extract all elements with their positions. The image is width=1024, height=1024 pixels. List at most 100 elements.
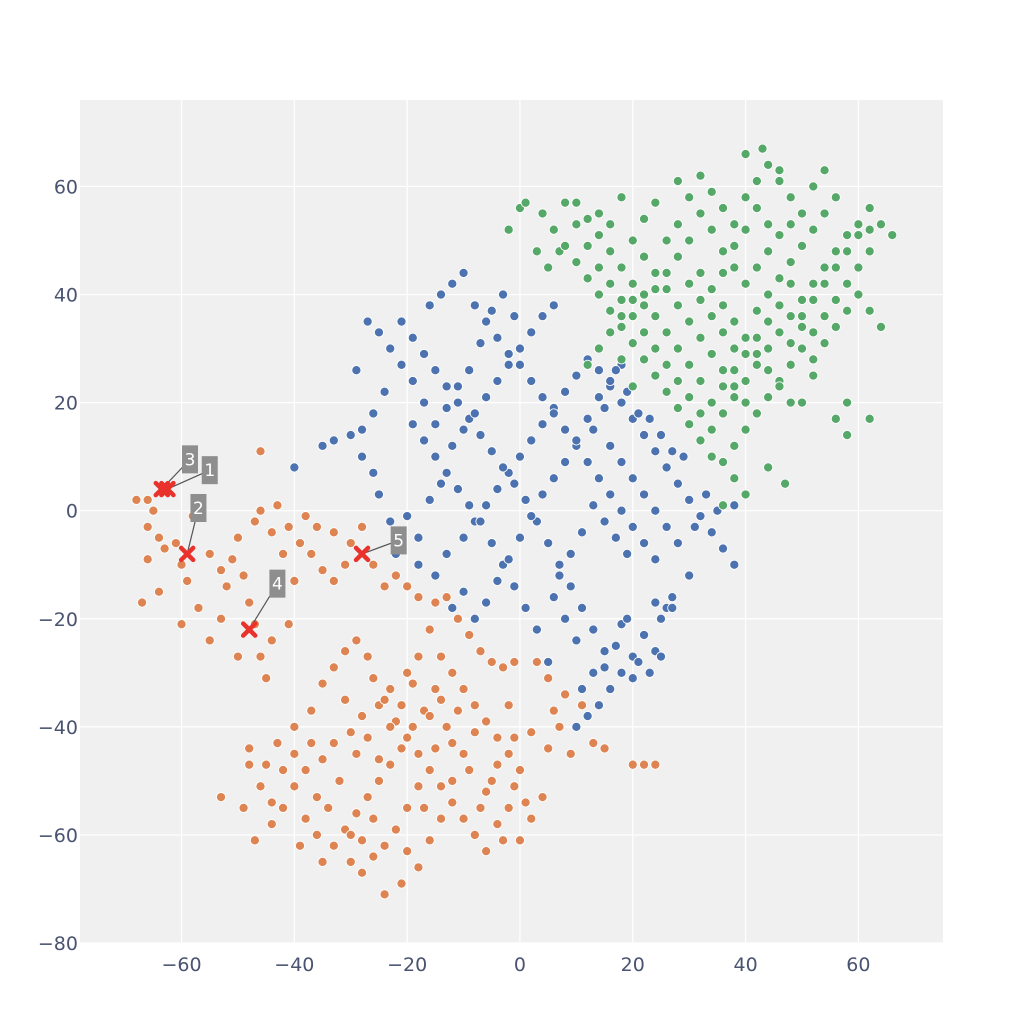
scatter-point-cluster-3 — [830, 192, 841, 203]
scatter-point-cluster-2 — [560, 613, 571, 624]
scatter-point-cluster-1 — [131, 494, 142, 505]
scatter-point-cluster-2 — [317, 440, 328, 451]
scatter-point-cluster-1 — [413, 748, 424, 759]
scatter-point-cluster-3 — [785, 397, 796, 408]
scatter-point-cluster-2 — [430, 419, 441, 430]
scatter-point-cluster-1 — [402, 732, 413, 743]
scatter-point-cluster-1 — [435, 694, 447, 705]
x-axis-ticks: −60 −40 −20 0 20 40 60 — [161, 954, 870, 976]
scatter-point-cluster-2 — [407, 419, 418, 430]
scatter-point-cluster-3 — [571, 257, 582, 268]
scatter-point-cluster-3 — [605, 305, 616, 316]
scatter-point-cluster-3 — [808, 181, 819, 192]
scatter-point-cluster-2 — [509, 478, 520, 489]
scatter-point-cluster-2 — [469, 408, 480, 419]
scatter-point-cluster-3 — [661, 235, 672, 246]
scatter-point-cluster-3 — [639, 213, 650, 224]
x-tick-label: 20 — [621, 954, 645, 976]
callout-label: 1 — [204, 461, 215, 481]
scatter-point-cluster-2 — [396, 316, 407, 327]
scatter-point-cluster-1 — [317, 754, 328, 765]
scatter-point-cluster-3 — [808, 294, 819, 305]
scatter-point-cluster-2 — [554, 570, 565, 581]
scatter-point-cluster-3 — [717, 457, 729, 468]
scatter-point-cluster-1 — [430, 743, 441, 754]
scatter-point-cluster-1 — [509, 732, 520, 743]
scatter-point-cluster-1 — [486, 775, 497, 786]
scatter-point-cluster-3 — [864, 305, 875, 316]
scatter-point-cluster-3 — [785, 311, 796, 322]
scatter-point-cluster-3 — [774, 230, 785, 241]
scatter-point-cluster-3 — [661, 284, 672, 295]
scatter-point-cluster-3 — [796, 311, 808, 322]
scatter-point-cluster-2 — [588, 667, 599, 678]
scatter-point-cluster-2 — [464, 500, 475, 511]
scatter-point-cluster-1 — [300, 813, 311, 824]
scatter-point-cluster-1 — [447, 797, 458, 808]
scatter-point-cluster-2 — [356, 424, 368, 435]
scatter-point-cluster-1 — [261, 673, 272, 684]
scatter-point-cluster-1 — [238, 570, 249, 581]
callout-label: 4 — [272, 575, 283, 595]
scatter-point-cluster-3 — [853, 230, 864, 241]
scatter-point-cluster-3 — [672, 343, 683, 354]
callout-label: 3 — [185, 450, 196, 470]
scatter-point-cluster-3 — [774, 176, 785, 187]
scatter-point-cluster-3 — [757, 143, 768, 154]
scatter-point-cluster-3 — [650, 343, 661, 354]
scatter-point-cluster-3 — [616, 311, 627, 322]
scatter-point-cluster-3 — [785, 278, 796, 289]
scatter-point-cluster-3 — [853, 262, 864, 273]
scatter-point-cluster-3 — [763, 462, 774, 473]
scatter-point-cluster-2 — [560, 457, 571, 468]
scatter-point-cluster-3 — [830, 262, 841, 273]
scatter-point-cluster-2 — [548, 592, 559, 603]
scatter-point-cluster-1 — [447, 667, 458, 678]
scatter-point-cluster-2 — [599, 662, 610, 673]
scatter-point-cluster-3 — [706, 284, 717, 295]
scatter-point-cluster-2 — [605, 489, 616, 500]
scatter-point-cluster-2 — [486, 305, 497, 316]
scatter-point-cluster-1 — [345, 538, 356, 549]
scatter-point-cluster-3 — [639, 251, 650, 262]
scatter-point-cluster-1 — [232, 651, 243, 662]
scatter-point-cluster-2 — [605, 683, 616, 695]
scatter-point-cluster-2 — [689, 521, 700, 532]
scatter-point-cluster-1 — [334, 775, 345, 786]
scatter-point-cluster-1 — [402, 846, 413, 857]
scatter-point-cluster-3 — [531, 246, 542, 257]
scatter-point-cluster-1 — [407, 721, 418, 732]
scatter-point-cluster-2 — [447, 440, 458, 451]
scatter-point-cluster-2 — [419, 435, 430, 446]
scatter-point-cluster-2 — [627, 473, 638, 484]
scatter-point-cluster-3 — [819, 165, 830, 176]
scatter-point-cluster-1 — [272, 738, 283, 749]
scatter-point-cluster-2 — [701, 489, 712, 500]
scatter-point-cluster-3 — [650, 311, 661, 322]
scatter-point-cluster-1 — [294, 538, 306, 549]
scatter-point-cluster-2 — [548, 300, 559, 311]
scatter-point-cluster-2 — [655, 429, 667, 441]
scatter-point-cluster-3 — [729, 365, 740, 376]
scatter-point-cluster-1 — [639, 759, 650, 770]
scatter-point-cluster-1 — [599, 743, 610, 754]
scatter-point-cluster-2 — [368, 467, 379, 478]
scatter-point-cluster-1 — [345, 829, 356, 840]
scatter-point-cluster-2 — [514, 359, 526, 370]
scatter-point-cluster-1 — [379, 889, 390, 900]
scatter-point-cluster-2 — [379, 386, 390, 397]
highlighted-point-marker — [353, 545, 371, 563]
scatter-point-cluster-3 — [672, 300, 683, 311]
scatter-point-cluster-2 — [560, 386, 571, 397]
y-axis-ticks: −80 −60 −40 −20 0 20 40 60 — [38, 176, 78, 955]
scatter-point-cluster-2 — [447, 602, 458, 614]
scatter-point-cluster-1 — [509, 781, 520, 792]
scatter-point-cluster-3 — [616, 294, 627, 305]
scatter-point-cluster-2 — [661, 521, 672, 532]
scatter-point-cluster-1 — [497, 662, 509, 673]
scatter-point-cluster-2 — [593, 392, 604, 403]
scatter-point-cluster-2 — [582, 457, 593, 468]
scatter-point-cluster-3 — [717, 267, 729, 278]
scatter-point-cluster-1 — [441, 592, 452, 603]
y-tick-label: 60 — [54, 176, 78, 198]
